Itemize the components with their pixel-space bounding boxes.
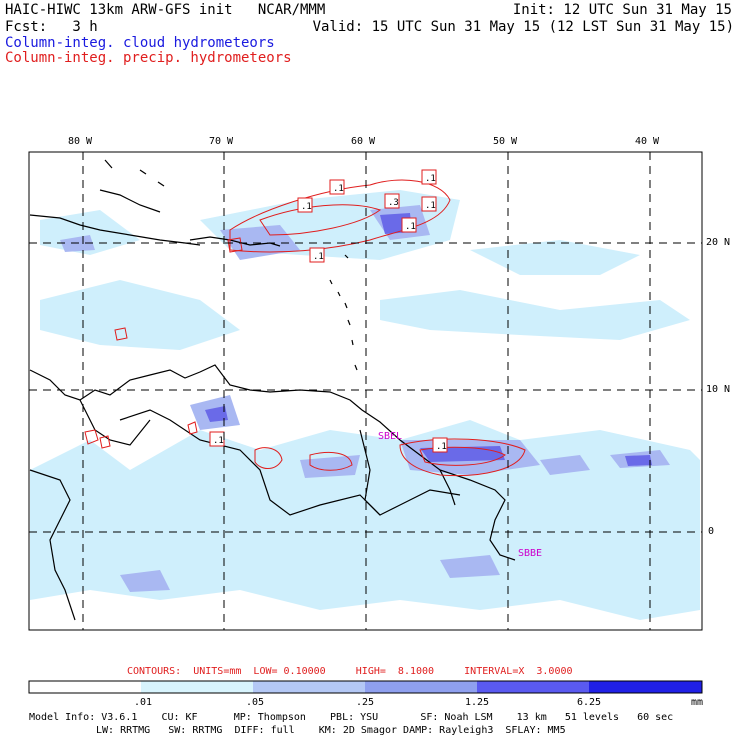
plot-title: HAIC-HIWC 13km ARW-GFS init NCAR/MMM	[5, 2, 326, 18]
colorbar-bin	[477, 681, 589, 693]
colorbar-bin	[29, 681, 141, 693]
colorbar-tick: .05	[246, 697, 265, 708]
contour-label: .1	[401, 217, 417, 233]
valid-time: Valid: 15 UTC Sun 31 May 15 (12 LST Sun …	[312, 19, 734, 35]
colorbar-tick: .01	[134, 697, 153, 708]
svg-text:.1: .1	[405, 222, 416, 232]
colorbar-bin	[141, 681, 253, 693]
svg-text:.1: .1	[425, 174, 436, 184]
svg-text:.1: .1	[425, 201, 436, 211]
contour-label: .1	[309, 247, 325, 263]
svg-text:.1: .1	[333, 184, 344, 194]
station-label-sbel: SBEL	[378, 431, 403, 442]
legend-precip: Column-integ. precip. hydrometeors	[5, 50, 292, 66]
forecast-hour: Fcst: 3 h	[5, 19, 98, 35]
precip-contours	[84, 179, 526, 477]
lon-label: 40 W	[635, 136, 660, 147]
lat-label: 10 N	[706, 384, 731, 395]
contour-label: .3	[384, 193, 400, 209]
lat-label: 0	[708, 526, 715, 537]
svg-text:.1: .1	[213, 436, 224, 446]
island-chain	[104, 159, 358, 371]
contour-label: .1	[421, 169, 437, 185]
model-info-line1: Model Info: V3.6.1 CU: KF MP: Thompson P…	[29, 712, 674, 723]
contour-label: .1	[297, 197, 313, 213]
svg-text:.1: .1	[301, 202, 312, 212]
contour-labels: .1 .1 .1 .3 .1 .1 .1 .1 .1	[209, 169, 448, 453]
contour-label: .1	[432, 437, 448, 453]
svg-text:.1: .1	[313, 252, 324, 262]
coastline	[29, 189, 516, 621]
station-label-sbbe: SBBE	[518, 548, 543, 559]
contours-note: CONTOURS: UNITS=mm LOW= 0.10000 HIGH= 8.…	[127, 666, 573, 677]
init-time: Init: 12 UTC Sun 31 May 15	[512, 2, 732, 18]
contour-label: .1	[329, 179, 345, 195]
model-info-line2: LW: RRTMG SW: RRTMG DIFF: full KM: 2D Sm…	[96, 725, 566, 736]
colorbar-bin	[365, 681, 477, 693]
lon-label: 70 W	[209, 136, 234, 147]
colorbar-bin	[253, 681, 365, 693]
colorbar-bin	[589, 681, 702, 693]
colorbar-frame	[28, 680, 703, 694]
legend-cloud: Column-integ. cloud hydrometeors	[5, 35, 275, 51]
contour-label: .1	[209, 431, 225, 447]
colorbar-tick: .25	[356, 697, 375, 708]
lon-label: 50 W	[493, 136, 518, 147]
colorbar-tick: 1.25	[465, 697, 490, 708]
svg-text:.1: .1	[436, 442, 447, 452]
colorbar-tick: 6.25	[577, 697, 602, 708]
colorbar-unit: mm	[691, 697, 704, 708]
lat-label: 20 N	[706, 237, 731, 248]
lat-lon-grid	[29, 152, 702, 630]
svg-text:.3: .3	[388, 198, 399, 208]
contour-label: .1	[421, 196, 437, 212]
lon-label: 60 W	[351, 136, 376, 147]
lon-label: 80 W	[68, 136, 93, 147]
